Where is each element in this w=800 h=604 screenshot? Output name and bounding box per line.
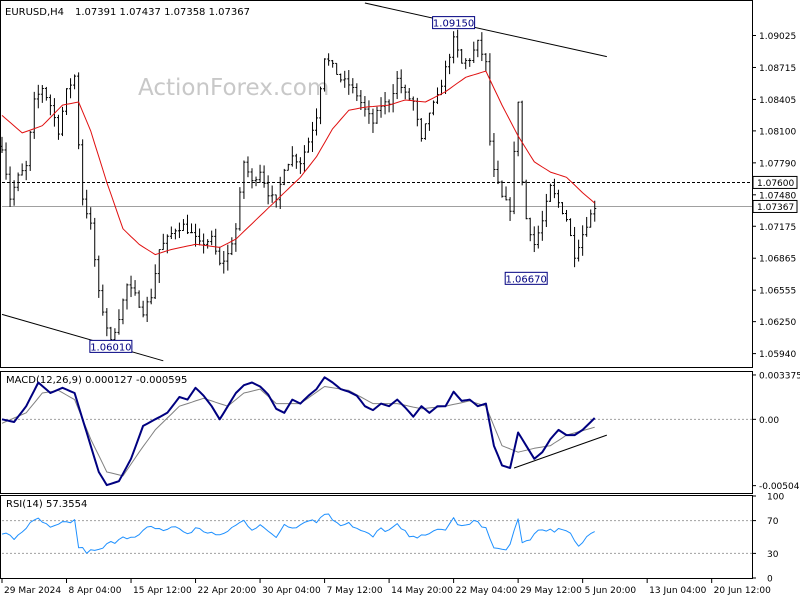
price-tick-label: 1.07175: [759, 223, 796, 233]
resistance-price-label-box: [752, 175, 798, 189]
annotation-box: [432, 16, 476, 30]
macd-line: [1, 376, 596, 487]
price-tick-label: 1.09025: [759, 32, 796, 42]
rsi-tick-label: 100: [767, 493, 784, 503]
annotation-text: 1.09150: [433, 19, 474, 30]
price-tick-label: 1.05940: [759, 350, 796, 360]
watermark: ActionForex.com: [138, 75, 329, 101]
x-tick-label: 22 May 04:00: [456, 586, 518, 596]
x-tick-label: 29 Mar 2024: [4, 586, 61, 596]
rsi-tick-label: 0: [767, 575, 773, 585]
price-tick-label: 1.08715: [759, 64, 796, 74]
rsi-panel-frame: [0, 495, 753, 579]
x-tick-label: 29 May 12:00: [520, 586, 582, 596]
price-tick-label: 1.08405: [759, 96, 796, 106]
trendline-upper-channel: [364, 2, 607, 58]
x-tick-label: 8 Apr 04:00: [69, 586, 122, 596]
resistance-price-label-text: 1.07600: [757, 179, 794, 189]
trendline-lower-channel: [1, 313, 164, 362]
macd-tick-label: 0.003375: [759, 371, 800, 381]
macd-tick-label: 0.00: [759, 416, 779, 426]
current-price-label-box: [752, 199, 798, 213]
current-price-label: 1.07367: [752, 199, 798, 213]
annotation-1.06670: 1.06670: [504, 271, 548, 285]
moving-average-line: [1, 70, 596, 256]
resistance-price-label: 1.07600: [752, 175, 798, 189]
annotation-text: 1.06010: [90, 342, 131, 353]
price-bars: [0, 29, 597, 348]
price-tick-label: 1.07480: [759, 191, 796, 201]
x-tick-label: 14 May 20:00: [391, 586, 453, 596]
price-tick-label: 1.06555: [759, 287, 796, 297]
macd-tick-label: -0.00504: [759, 482, 800, 492]
x-tick-label: 7 May 12:00: [327, 586, 383, 596]
price-tick-label: 1.06865: [759, 255, 796, 265]
x-tick-label: 20 Jun 12:00: [714, 586, 771, 596]
price-tick-label: 1.07790: [759, 159, 796, 169]
ohlc-label: 1.07391 1.07437 1.07358 1.07367: [75, 7, 250, 18]
x-tick-label: 22 Apr 20:00: [198, 586, 257, 596]
symbol-label: EURUSD,H4: [5, 7, 64, 18]
macd-panel-frame: [0, 371, 753, 494]
macd-trendline: [513, 434, 608, 469]
annotation-text: 1.06670: [506, 274, 547, 285]
x-tick-label: 15 Apr 12:00: [133, 586, 192, 596]
rsi-line: [1, 513, 595, 554]
rsi-tick-label: 30: [767, 550, 779, 560]
x-tick-label: 13 Jun 04:00: [649, 586, 706, 596]
price-tick-label: 1.06250: [759, 318, 796, 328]
annotation-box: [504, 271, 548, 285]
annotation-1.06010: 1.06010: [89, 339, 133, 353]
rsi-tick-label: 70: [767, 517, 779, 527]
x-tick-label: 5 Jun 20:00: [585, 586, 637, 596]
macd-label: MACD(12,26,9) 0.000127 -0.000595: [6, 375, 187, 386]
rsi-label: RSI(14) 57.3554: [6, 499, 87, 510]
x-tick-label: 30 Apr 04:00: [262, 586, 321, 596]
annotation-1.09150: 1.09150: [432, 16, 476, 30]
annotation-box: [89, 339, 133, 353]
price-tick-label: 1.08100: [759, 127, 796, 137]
current-price-label-text: 1.07367: [757, 203, 794, 213]
